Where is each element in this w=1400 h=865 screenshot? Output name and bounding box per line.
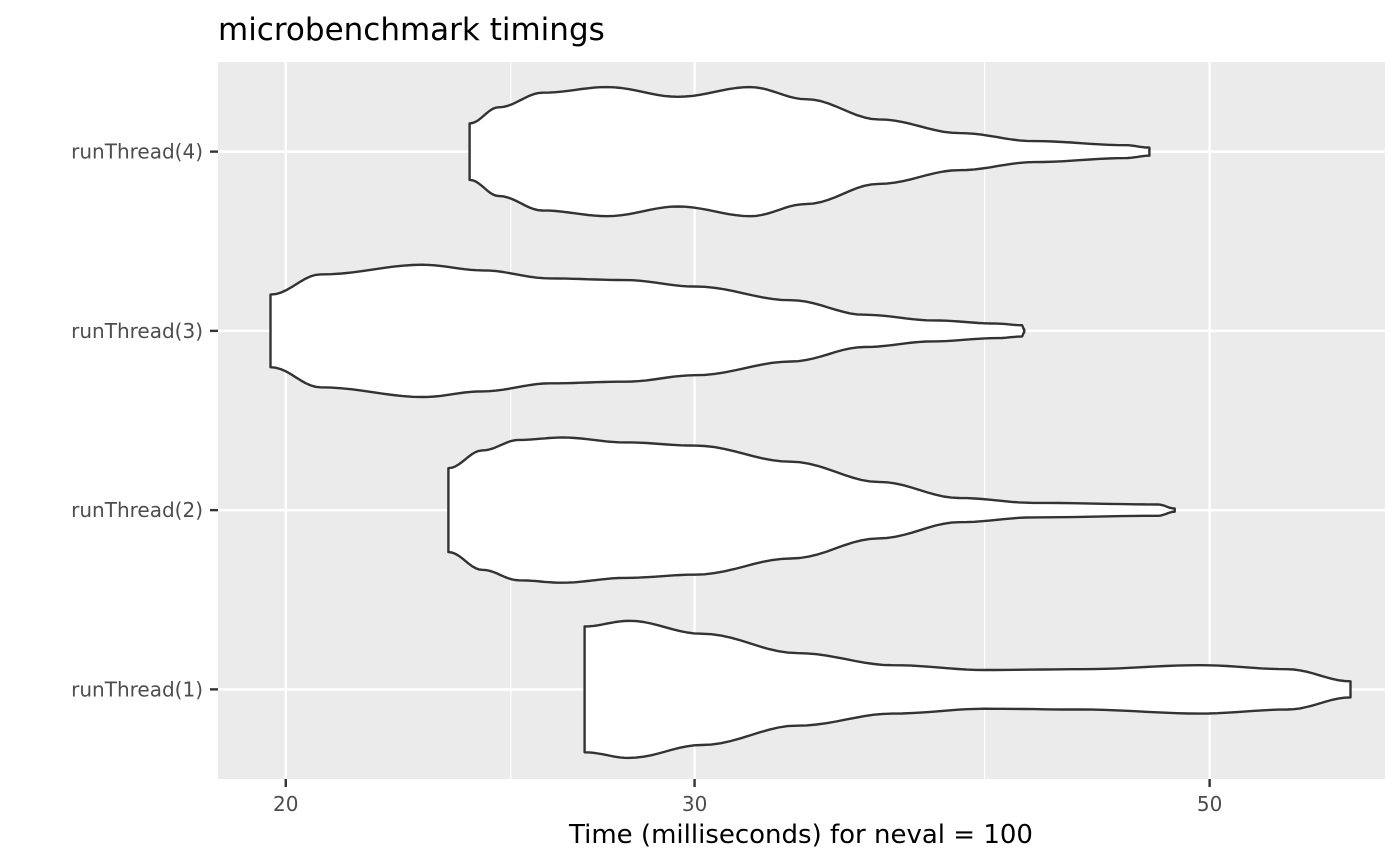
chart-title: microbenchmark timings (218, 12, 605, 48)
y-tick-label: runThread(4) (71, 140, 203, 164)
violin-runthread4 (468, 85, 1151, 218)
violin-runthread3 (269, 263, 1026, 399)
y-tick-label: runThread(1) (71, 677, 203, 701)
x-tick-label: 20 (273, 792, 298, 816)
violin-runthread1 (583, 619, 1352, 760)
x-axis: 20 30 50 (273, 779, 1222, 816)
y-axis: runThread(1) runThread(2) runThread(3) runT… (71, 140, 218, 701)
violins (269, 85, 1352, 760)
x-axis-title: Time (milliseconds) for neval = 100 (568, 820, 1033, 850)
y-tick-label: runThread(3) (71, 319, 203, 343)
x-tick-label: 50 (1197, 792, 1222, 816)
violin-runthread2 (447, 436, 1176, 584)
y-tick-label: runThread(2) (71, 498, 203, 522)
x-tick-label: 30 (682, 792, 707, 816)
